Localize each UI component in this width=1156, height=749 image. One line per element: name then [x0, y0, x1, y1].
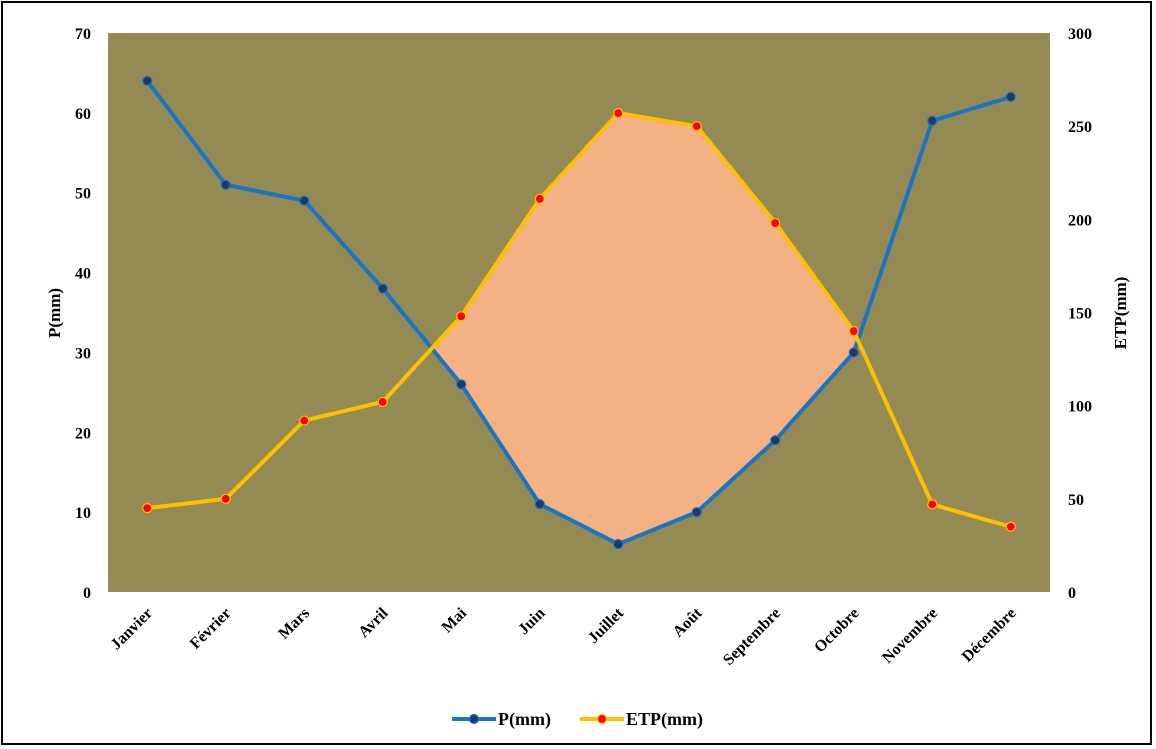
x-tick-label: Septembre: [720, 605, 784, 669]
p-mm-point: [848, 347, 859, 358]
right-axis-ticks: 0 50 100 150 200 250 300: [1068, 26, 1092, 602]
left-axis-ticks: 0 10 20 30 40 50 60 70: [75, 26, 91, 602]
left-axis-title: P(mm): [45, 288, 64, 338]
x-axis-ticks: Janvier Février Mars Avril Mai Juin Juillet Aoû…: [108, 604, 1020, 668]
x-tick-label: Mars: [275, 605, 313, 643]
p-mm-point: [220, 179, 231, 190]
x-tick-label: Décembre: [959, 605, 1020, 666]
p-mm-point: [770, 435, 781, 446]
etp-mm-point: [1005, 521, 1016, 532]
left-tick-label: 40: [75, 266, 91, 283]
p-mm-line: [145, 79, 1012, 547]
etp-mm-line: [147, 111, 1012, 529]
p-mm-point: [456, 379, 467, 390]
p-mm-point: [377, 283, 388, 294]
x-tick-label: Avril: [355, 604, 392, 641]
etp-mm-point: [613, 108, 624, 119]
x-tick-label: Février: [187, 605, 235, 653]
left-tick-label: 20: [75, 425, 91, 442]
x-tick-label: Juillet: [585, 604, 628, 647]
right-tick-label: 0: [1068, 585, 1076, 602]
x-tick-label: Mai: [439, 604, 471, 636]
p-mm-point: [1005, 91, 1016, 102]
left-tick-label: 10: [75, 505, 91, 522]
left-tick-label: 60: [75, 106, 91, 123]
x-tick-label: Janvier: [108, 605, 156, 653]
etp-mm-point: [770, 217, 781, 229]
etp-mm-point: [456, 311, 467, 322]
etp-mm-point: [377, 396, 388, 408]
series-layer: [142, 75, 1016, 550]
etp-mm-point: [927, 499, 938, 510]
p-mm-point: [534, 499, 545, 510]
left-tick-label: 30: [75, 345, 91, 362]
p-mm-point: [613, 538, 624, 550]
legend-swatch-marker: [468, 713, 480, 725]
x-tick-label: Juin: [515, 605, 548, 638]
etp-mm-point: [220, 493, 231, 504]
left-tick-label: 0: [83, 585, 91, 602]
legend-label: P(mm): [498, 709, 551, 730]
left-tick-label: 50: [75, 186, 91, 203]
etp-mm-point: [534, 193, 545, 204]
right-tick-label: 200: [1068, 212, 1092, 229]
legend[interactable]: P(mm) ETP(mm): [452, 709, 703, 730]
right-tick-label: 50: [1068, 492, 1084, 509]
etp-mm-point: [691, 121, 702, 132]
legend-item-etp-mm[interactable]: ETP(mm): [580, 709, 703, 730]
left-tick-label: 70: [75, 26, 91, 43]
legend-label: ETP(mm): [626, 709, 703, 730]
right-tick-label: 100: [1068, 399, 1092, 416]
etp-mm-point: [848, 326, 859, 337]
right-axis-title: ETP(mm): [1111, 277, 1130, 350]
x-tick-label: Novembre: [879, 605, 941, 667]
right-tick-label: 150: [1068, 306, 1092, 323]
x-tick-label: Août: [670, 604, 706, 640]
x-tick-label: Octobre: [811, 605, 862, 656]
legend-swatch-marker: [596, 713, 608, 725]
p-mm-point: [299, 195, 310, 206]
etp-mm-point: [142, 503, 153, 514]
p-mm-point: [142, 75, 153, 87]
right-tick-label: 300: [1068, 26, 1092, 43]
p-mm-point: [691, 507, 702, 518]
etp-mm-point: [299, 415, 310, 426]
legend-item-p-mm[interactable]: P(mm): [452, 709, 551, 730]
p-mm-point: [927, 115, 938, 126]
right-tick-label: 250: [1068, 119, 1092, 136]
